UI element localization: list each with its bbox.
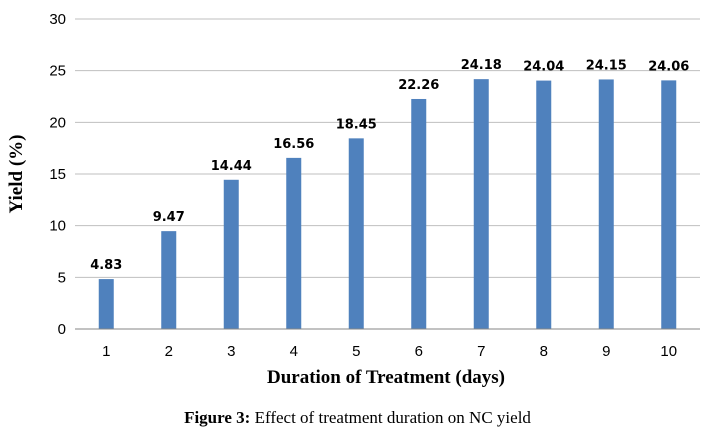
data-label: 4.83: [90, 258, 122, 273]
x-tick-label: 2: [165, 343, 173, 360]
y-axis-title: Yield (%): [6, 135, 27, 214]
figure-caption-prefix: Figure 3:: [184, 408, 251, 427]
bar: [598, 79, 614, 329]
bar: [411, 98, 427, 329]
x-tick-label: 1: [102, 343, 110, 360]
x-tick-label: 3: [227, 343, 235, 360]
gridlines: [75, 18, 700, 278]
figure-caption-text: Effect of treatment duration on NC yield: [250, 408, 531, 427]
data-labels: 4.83 9.47 14.44 16.56 18.45 22.26 24.18 24.04 24…: [90, 58, 689, 273]
figure-caption: Figure 3: Effect of treatment duration o…: [0, 408, 715, 428]
bar: [98, 279, 114, 329]
bars: [98, 79, 677, 329]
x-axis-title: Duration of Treatment (days): [267, 367, 505, 388]
bar: [661, 80, 677, 329]
bar: [161, 231, 177, 329]
bar: [473, 79, 489, 329]
x-tick-label: 5: [352, 343, 360, 360]
y-tick-label: 15: [49, 166, 66, 183]
data-label: 24.04: [523, 60, 564, 75]
x-tick-labels: 1 2 3 4 5 6 7 8 9 10: [102, 343, 677, 360]
data-label: 24.18: [461, 58, 502, 73]
bar: [286, 157, 302, 329]
x-tick-label: 9: [602, 343, 610, 360]
y-tick-labels: 0 5 10 15 20 25 30: [49, 11, 66, 338]
x-tick-label: 10: [660, 343, 677, 360]
y-tick-label: 25: [49, 63, 66, 80]
bar: [223, 179, 239, 329]
x-tick-label: 8: [540, 343, 548, 360]
x-tick-label: 6: [415, 343, 423, 360]
x-tick-label: 7: [477, 343, 485, 360]
bar: [348, 138, 364, 329]
y-tick-label: 0: [58, 321, 66, 338]
data-label: 14.44: [211, 159, 252, 174]
y-tick-label: 20: [49, 114, 66, 131]
y-tick-label: 30: [49, 11, 66, 28]
y-tick-label: 10: [49, 218, 66, 235]
x-tick-label: 4: [290, 343, 298, 360]
data-label: 18.45: [336, 117, 377, 132]
data-label: 24.06: [648, 59, 689, 74]
y-tick-label: 5: [58, 269, 66, 286]
bar: [536, 80, 552, 329]
data-label: 22.26: [398, 78, 439, 93]
data-label: 9.47: [153, 210, 185, 225]
data-label: 24.15: [586, 58, 627, 73]
data-label: 16.56: [273, 137, 314, 152]
